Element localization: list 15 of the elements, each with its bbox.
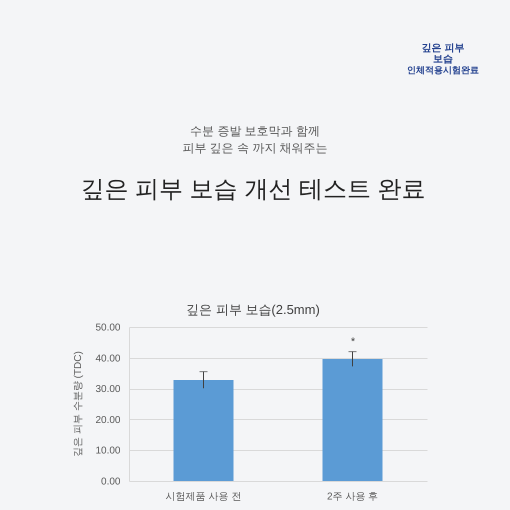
y-tick-label: 0.00 (101, 476, 121, 488)
y-tick-label: 30.00 (95, 384, 121, 396)
y-axis-title: 깊은 피부 수분량 (TDC) (73, 351, 84, 457)
y-tick-label: 50.00 (95, 322, 121, 334)
x-tick-label: 2주 사용 후 (326, 492, 378, 502)
y-tick-label: 40.00 (95, 353, 121, 364)
annotation: * (350, 336, 356, 348)
text: 수분 증발 보호막과 함께 피부 깊은 속 까지 채워주는 (182, 124, 328, 155)
text: 깊은 피부 보습 개선 테스트 완료 (80, 176, 426, 203)
text: 인체적용시험완료 (407, 65, 479, 75)
y-tick-label: 10.00 (95, 446, 121, 457)
chart-title: 깊은 피부 보습(2.5mm) (186, 302, 320, 317)
y-tick-label: 20.00 (95, 414, 121, 426)
text: 깊은 피부 보습 (422, 43, 464, 65)
x-tick-label: 시험제품 사용 전 (166, 492, 242, 502)
